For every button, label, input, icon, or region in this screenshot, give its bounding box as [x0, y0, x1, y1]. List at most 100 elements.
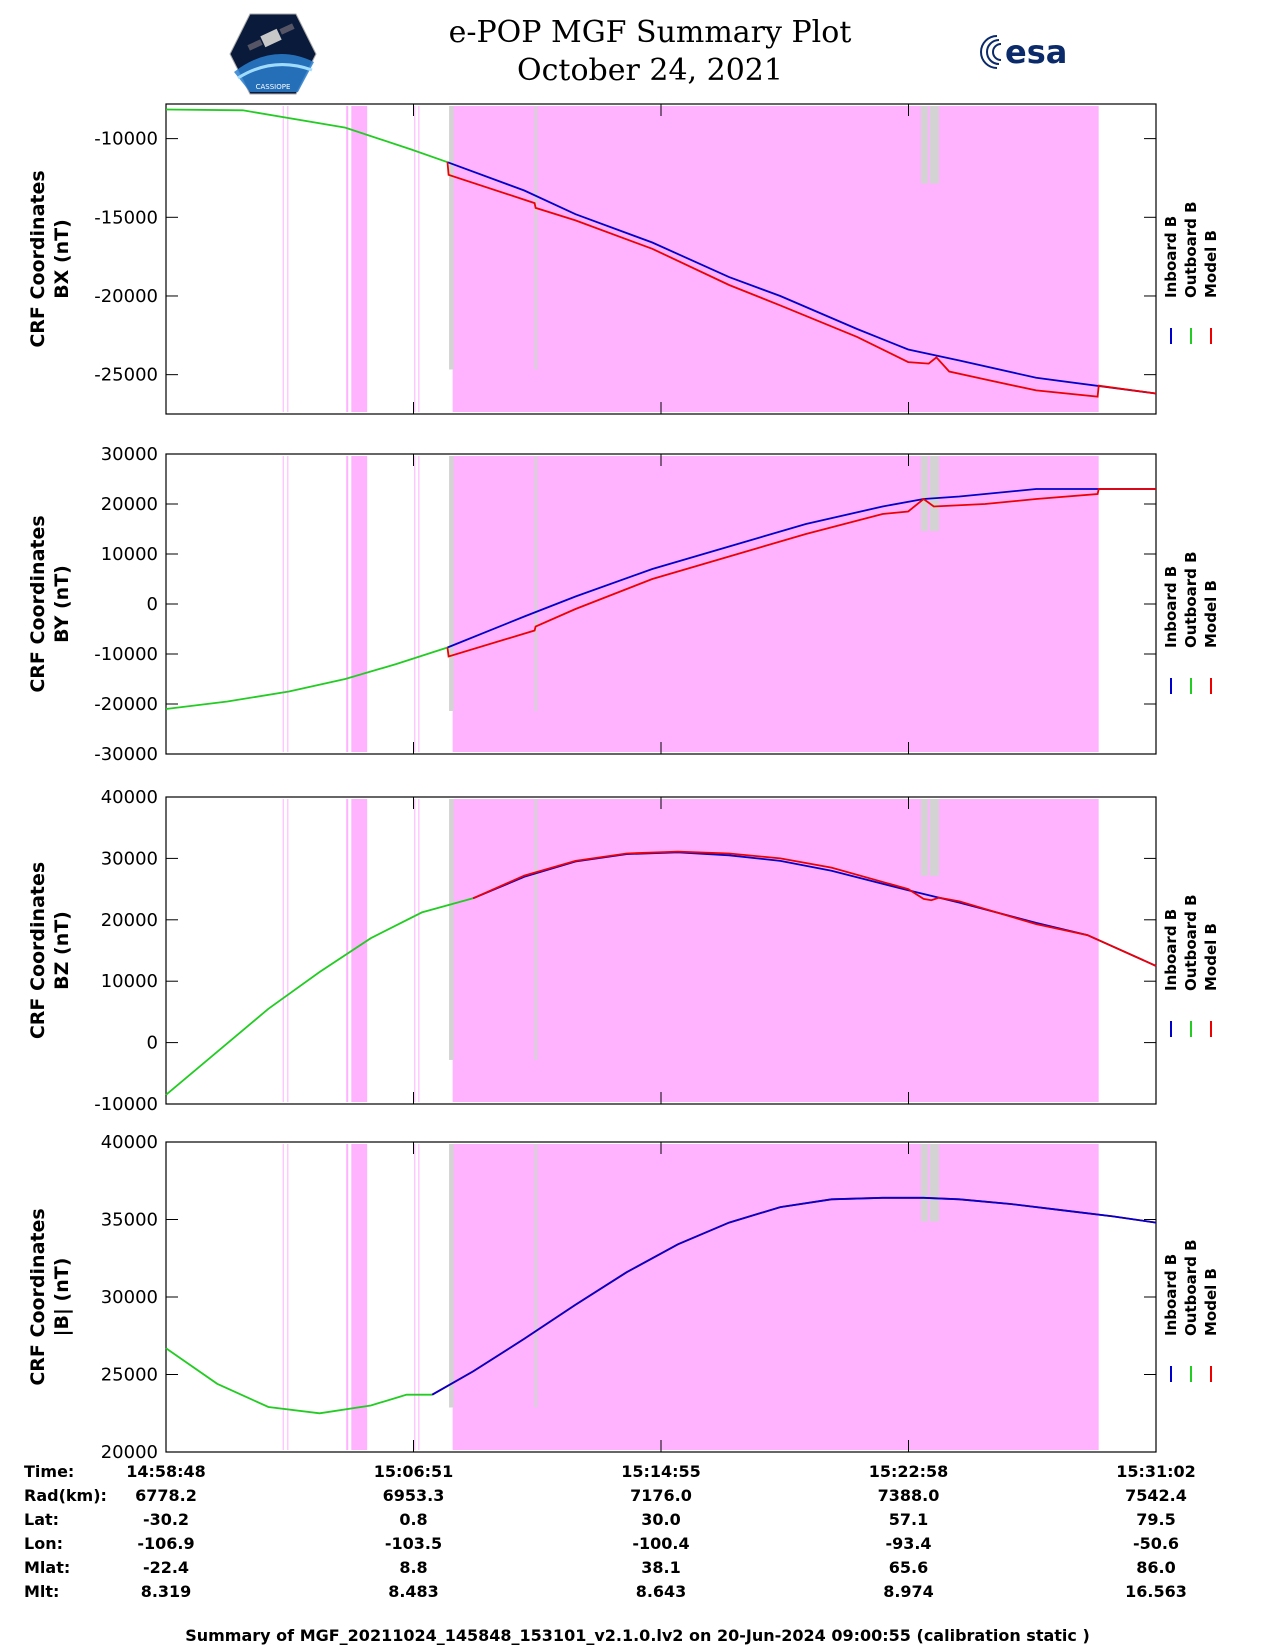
legend-label: Outboard B — [1182, 551, 1200, 648]
calibration-shade — [346, 799, 349, 1102]
data-gap-shade — [449, 106, 454, 370]
data-gap-shade — [921, 799, 928, 876]
cassiope-logo-text: CASSIOPE — [256, 83, 291, 91]
legend-label: Inboard B — [1162, 909, 1180, 991]
calibration-shade — [452, 1144, 1099, 1450]
info-cell: 16.563 — [1125, 1582, 1187, 1601]
info-row: Mlat: -22.4 8.8 38.1 65.6 86.0 — [0, 1558, 1275, 1582]
calibration-shade — [287, 106, 289, 412]
info-cell: 6953.3 — [382, 1486, 445, 1505]
y-tick-label: -20000 — [94, 286, 158, 307]
info-row: Lat: -30.2 0.8 30.0 57.1 79.5 — [0, 1510, 1275, 1534]
info-row: Mlt: 8.319 8.483 8.643 8.974 16.563 — [0, 1582, 1275, 1606]
info-cell: -103.5 — [384, 1534, 443, 1553]
info-cell: 8.974 — [883, 1582, 934, 1601]
data-gap-shade — [449, 456, 454, 711]
calibration-shade — [287, 456, 289, 752]
y-axis-label: CRF Coordinates — [27, 1208, 49, 1385]
calibration-shade — [418, 799, 420, 1102]
calibration-shade — [414, 1144, 416, 1450]
data-gap-shade — [449, 799, 454, 1060]
info-cell: 86.0 — [1136, 1558, 1176, 1577]
esa-logo-text: esa — [1005, 33, 1067, 71]
y-axis-label: BX (nT) — [51, 219, 73, 299]
plot-title: e-POP MGF Summary Plot — [448, 15, 852, 50]
info-cell: 7542.4 — [1125, 1486, 1187, 1505]
info-cell: -22.4 — [142, 1558, 190, 1577]
y-tick-label: -25000 — [94, 365, 158, 386]
info-cell: 8.319 — [140, 1582, 192, 1601]
y-tick-label: -10000 — [94, 644, 158, 665]
y-tick-label: 25000 — [101, 1365, 158, 1386]
calibration-shade — [351, 1144, 368, 1450]
legend-label: Outboard B — [1182, 894, 1200, 991]
info-cell: 15:31:02 — [1116, 1462, 1196, 1481]
y-axis-label: BZ (nT) — [51, 911, 73, 990]
y-tick-label: 0 — [147, 594, 158, 615]
y-tick-label: 10000 — [101, 971, 158, 992]
data-gap-shade — [929, 799, 939, 876]
legend-label: Inboard B — [1162, 216, 1180, 298]
series-line-outboard-b — [165, 897, 474, 1096]
info-cell: -100.4 — [632, 1534, 690, 1553]
plot-date: October 24, 2021 — [517, 53, 783, 88]
orbit-info-table: Time: 14:58:48 15:06:51 15:14:55 15:22:58 15:… — [0, 1462, 1275, 1612]
y-tick-label: 20000 — [101, 910, 158, 931]
calibration-shade — [452, 799, 1099, 1102]
series-line-model-b — [472, 850, 1157, 967]
y-tick-label: 20000 — [101, 1442, 158, 1460]
panel-2: 30000 20000 10000 0 -10000 -20000 -30000 CRF Co… — [27, 444, 1220, 765]
data-gap-shade — [534, 456, 538, 711]
calibration-shade — [414, 456, 416, 752]
info-cell: 65.6 — [888, 1558, 929, 1577]
y-tick-label: -15000 — [94, 207, 158, 228]
info-cell: 79.5 — [1136, 1510, 1176, 1529]
info-cell: 6778.2 — [135, 1486, 197, 1505]
panel-1: -10000 -15000 -20000 -25000 CRF Coordinates B… — [27, 103, 1220, 415]
info-cell: 38.1 — [641, 1558, 681, 1577]
info-row-label: Lon: — [24, 1534, 63, 1553]
data-gap-shade — [921, 106, 928, 184]
y-axis-label: CRF Coordinates — [27, 170, 49, 347]
data-gap-shade — [921, 456, 928, 531]
info-cell: -93.4 — [885, 1534, 932, 1553]
cassiope-logo: CASSIOPE — [229, 13, 317, 95]
calibration-shade — [282, 106, 284, 412]
calibration-shade — [418, 456, 420, 752]
calibration-shade — [282, 456, 284, 752]
calibration-shade — [287, 799, 289, 1102]
info-cell: -106.9 — [137, 1534, 195, 1553]
series-line-inboard-b — [447, 488, 1156, 649]
calibration-shade — [282, 799, 284, 1102]
data-gap-shade — [921, 1144, 928, 1222]
info-cell: 14:58:48 — [126, 1462, 206, 1481]
y-tick-label: -10000 — [94, 129, 158, 150]
y-tick-label: -30000 — [94, 744, 158, 765]
esa-logo: esa — [980, 33, 1067, 71]
legend-label: Outboard B — [1182, 1239, 1200, 1336]
calibration-shade — [452, 106, 1099, 412]
info-cell: 8.643 — [635, 1582, 687, 1601]
series-line-inboard-b — [431, 1196, 1157, 1396]
series-line-outboard-b — [165, 1347, 433, 1415]
info-row: Lon: -106.9 -103.5 -100.4 -93.4 -50.6 — [0, 1534, 1275, 1558]
calibration-shade — [346, 1144, 349, 1450]
data-gap-shade — [929, 1144, 939, 1222]
data-gap-shade — [534, 799, 538, 1060]
info-row-label: Mlat: — [24, 1558, 71, 1577]
data-gap-shade — [449, 1144, 454, 1408]
calibration-shade — [346, 106, 349, 412]
info-row-label: Time: — [24, 1462, 75, 1481]
series-line-outboard-b — [165, 108, 448, 164]
summary-footer: Summary of MGF_20211024_145848_153101_v2… — [185, 1626, 1090, 1645]
y-axis-label: CRF Coordinates — [27, 515, 49, 692]
y-tick-label: 35000 — [101, 1210, 158, 1231]
y-tick-label: 30000 — [101, 1287, 158, 1308]
info-row-label: Mlt: — [24, 1582, 60, 1601]
y-tick-label: 40000 — [101, 787, 158, 808]
info-cell: -50.6 — [1132, 1534, 1180, 1553]
calibration-shade — [452, 456, 1099, 752]
y-axis-label: BY (nT) — [51, 565, 73, 643]
panel-4: 40000 35000 30000 25000 20000 CRF Coordinates… — [27, 1132, 1220, 1460]
